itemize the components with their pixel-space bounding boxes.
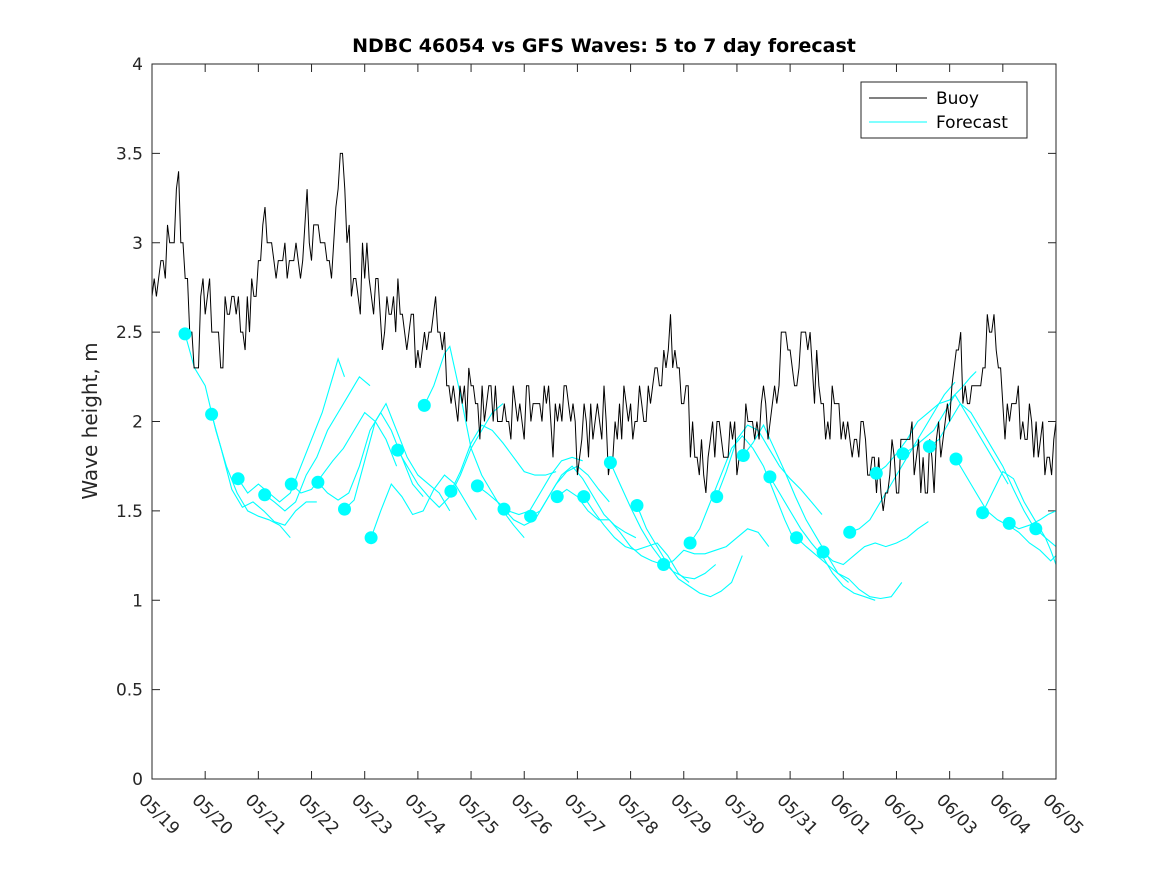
forecast-line (290, 411, 398, 494)
forecast-line (530, 465, 637, 539)
forecast-line (689, 434, 796, 544)
buoy-series-group (152, 152, 1056, 511)
forecast-line (184, 333, 291, 539)
forecast-marker (1029, 522, 1043, 536)
forecast-marker (790, 531, 803, 545)
forecast-line (822, 521, 929, 566)
forecast-marker (444, 484, 458, 498)
forecast-marker (869, 466, 883, 480)
forecast-marker (470, 479, 484, 493)
forecast-line (849, 381, 956, 533)
forecast-line (982, 470, 1056, 565)
y-tick-label: 1.5 (116, 502, 143, 522)
forecast-line (556, 488, 663, 566)
forecast-line (211, 414, 317, 526)
forecast-line (875, 371, 977, 474)
forecast-marker (976, 506, 990, 520)
forecast-marker (949, 452, 963, 466)
forecast-marker (284, 477, 298, 491)
forecast-marker (311, 475, 325, 489)
forecast-marker (231, 472, 245, 486)
legend-box (860, 81, 1028, 139)
forecast-marker (710, 490, 724, 504)
buoy-line (152, 152, 1056, 511)
legend: Buoy Forecast (860, 81, 1028, 139)
forecast-marker (497, 502, 511, 516)
forecast-line (636, 505, 743, 598)
forecast-line (370, 474, 477, 538)
forecast-marker (603, 456, 617, 470)
forecast-marker (550, 490, 564, 504)
legend-forecast-label: Forecast (936, 113, 1008, 133)
forecast-marker (683, 536, 697, 550)
forecast-line (264, 375, 371, 512)
plot-frame (151, 63, 1057, 780)
forecast-marker (1002, 516, 1016, 530)
forecast-line (344, 402, 451, 512)
forecast-marker (178, 327, 192, 341)
forecast-marker (577, 490, 591, 504)
y-tick-label: 4 (132, 55, 143, 75)
forecast-line (317, 411, 424, 501)
forecast-marker (816, 545, 830, 559)
forecast-marker (896, 447, 910, 461)
forecast-marker (364, 531, 378, 545)
chart-title: NDBC 46054 vs GFS Waves: 5 to 7 day fore… (352, 35, 856, 57)
forecast-marker (843, 525, 857, 539)
forecast-markers-group (178, 327, 1043, 571)
forecast-line (796, 537, 903, 600)
y-tick-label: 0.5 (116, 681, 143, 701)
forecast-marker (657, 558, 671, 571)
y-tick-label: 1 (132, 591, 143, 611)
forecast-marker (630, 499, 644, 512)
plot-area (152, 64, 1056, 779)
forecast-marker (417, 398, 431, 412)
forecast-series-group (184, 333, 1056, 601)
y-axis-label: Wave height, m (78, 342, 102, 499)
forecast-marker (391, 443, 405, 457)
forecast-line (423, 345, 525, 539)
legend-buoy-label: Buoy (936, 89, 979, 109)
forecast-marker (338, 502, 351, 516)
forecast-line (716, 424, 823, 515)
forecast-line (663, 528, 770, 566)
forecast-marker (258, 488, 272, 502)
y-tick-label: 2 (132, 413, 143, 433)
forecast-marker (922, 440, 936, 453)
y-tick-label: 0 (132, 770, 143, 790)
y-tick-label: 3 (132, 234, 143, 254)
forecast-line (450, 424, 557, 492)
forecast-marker (205, 407, 219, 421)
y-tick-label: 3.5 (116, 144, 143, 164)
forecast-marker (524, 509, 538, 523)
forecast-line (929, 402, 1036, 530)
y-tick-label: 2.5 (116, 323, 143, 343)
forecast-line (902, 393, 1009, 485)
forecast-marker (736, 449, 750, 462)
y-axis: 0 0.5 1 1.5 2 2.5 3 3.5 4 (116, 55, 1056, 790)
forecast-marker (763, 470, 777, 484)
